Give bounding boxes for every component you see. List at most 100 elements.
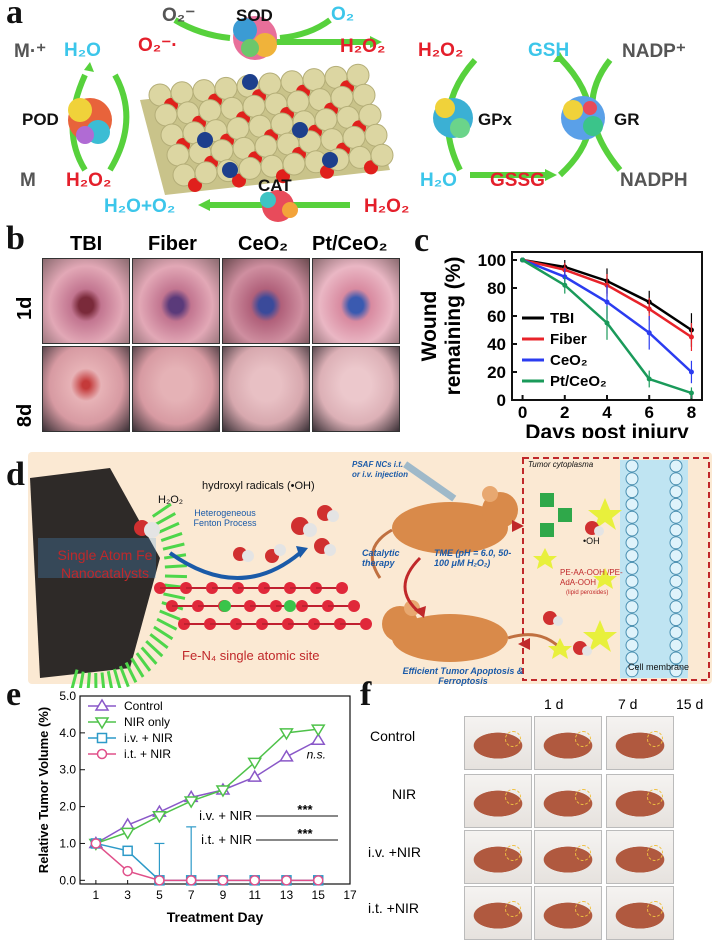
panel-a-diagram [0, 0, 714, 228]
annotation-label: i.v. + NIR [199, 808, 252, 823]
data-point [605, 300, 610, 305]
annotation-stars: *** [297, 802, 313, 817]
panel-d: d [0, 438, 714, 688]
data-point [314, 876, 323, 885]
tumor-outline [647, 789, 663, 805]
tme-label: TME (pH = 6.0, 50-100 μM H₂O₂) [434, 548, 524, 568]
tumor-outline [647, 731, 663, 747]
tumor-outline [505, 789, 521, 805]
tumor-outline [575, 731, 591, 747]
legend-label: Fiber [550, 331, 587, 348]
tumor-photo [464, 830, 532, 884]
x-tick-label: 7 [188, 888, 195, 902]
row-label-control: Control [370, 728, 415, 744]
legend-label: CeO₂ [550, 352, 588, 369]
y-tick-label: 80 [487, 279, 506, 298]
cell-membrane-label: Cell membrane [628, 662, 689, 672]
pod-h2o2: H₂O₂ [66, 170, 111, 192]
day-7-label: 7 d [618, 696, 637, 712]
tumor-photo [534, 886, 602, 940]
data-point [98, 734, 107, 743]
tumor-photo [464, 886, 532, 940]
tumor-outline [575, 845, 591, 861]
col-label-fiber: Fiber [148, 233, 197, 256]
data-point [98, 750, 107, 759]
gpx-h2o: H₂O [420, 170, 457, 192]
tumor-photo [464, 716, 532, 770]
row-label-nir: NIR [392, 786, 416, 802]
data-point [647, 330, 652, 335]
cat-label: CAT [258, 176, 292, 196]
pod-h2o: H₂O [64, 40, 101, 62]
gr-enzyme [561, 96, 605, 140]
data-point [91, 839, 100, 848]
y-tick-label: 100 [478, 251, 506, 270]
data-point [647, 307, 652, 312]
plot-frame [80, 696, 350, 884]
x-tick-label: 3 [124, 888, 131, 902]
y-tick-label: 60 [487, 307, 506, 326]
x-tick-label: 1 [93, 888, 100, 902]
row-label-8d: 8d [14, 404, 37, 427]
x-tick-label: 2 [560, 403, 569, 422]
lipid-note: (lipid peroxides) [566, 590, 608, 596]
y-tick-label: 1.0 [59, 836, 76, 850]
legend-label: NIR only [124, 715, 170, 729]
row-label-it-nir: i.t. +NIR [368, 900, 419, 916]
y-tick-label: 40 [487, 335, 506, 354]
tumor-outline [505, 901, 521, 917]
tumor-outline [575, 901, 591, 917]
tumor-photo [464, 774, 532, 828]
wound-photo-ceo2-8d [222, 346, 310, 432]
data-point [155, 876, 164, 885]
fe-n4-site-label: Fe-N₄ single atomic site [182, 648, 320, 663]
x-tick-label: 17 [343, 888, 357, 902]
gr-nadp: NADP⁺ [622, 40, 686, 63]
wound-photo-fiber-8d [132, 346, 220, 432]
annotation-label: i.t. + NIR [201, 832, 252, 847]
gpx-gssg: GSSG [490, 170, 545, 192]
data-point [647, 377, 652, 382]
x-axis-label: Days post injury [525, 421, 689, 438]
x-tick-label: 9 [220, 888, 227, 902]
x-tick-label: 4 [602, 403, 612, 422]
gr-nadph: NADPH [620, 170, 688, 192]
x-tick-label: 0 [518, 403, 527, 422]
col-label-ceo2: CeO₂ [238, 233, 288, 256]
x-tick-label: 15 [312, 888, 326, 902]
sod-o2: O₂ [331, 4, 354, 26]
data-point [250, 876, 259, 885]
tumor-photo [606, 886, 674, 940]
x-tick-label: 8 [687, 403, 696, 422]
y-tick-label: 2.0 [59, 800, 76, 814]
col-label-ptceo2: Pt/CeO₂ [312, 233, 388, 256]
day-1-label: 1 d [544, 696, 563, 712]
gpx-gsh: GSH [528, 40, 569, 62]
sod-label: SOD [236, 6, 273, 26]
data-point [96, 700, 108, 710]
fenton-label: Heterogeneous Fenton Process [190, 508, 260, 528]
data-point [282, 876, 291, 885]
tumor-photo [534, 716, 602, 770]
panel-f: f 1 d 7 d 15 d Control NIR i.v. +NIR i.t… [360, 688, 714, 939]
tumor-photo [606, 830, 674, 884]
data-point [605, 321, 610, 326]
y-axis-label-line2: remaining (%) [442, 257, 465, 396]
panel-a: a [0, 0, 714, 228]
day-15-label: 15 d [676, 696, 703, 712]
tumor-outline [647, 901, 663, 917]
data-point [218, 876, 227, 885]
sod-o2minus: O₂⁻ [162, 4, 195, 27]
legend-label: i.t. + NIR [124, 747, 171, 761]
tumor-photo [534, 774, 602, 828]
row-label-iv-nir: i.v. +NIR [368, 844, 421, 860]
y-axis-label: Relative Tumor Volume (%) [36, 707, 51, 873]
gpx-label: GPx [478, 110, 512, 130]
data-point [96, 718, 108, 728]
data-point [187, 876, 196, 885]
tumor-outline [505, 731, 521, 747]
